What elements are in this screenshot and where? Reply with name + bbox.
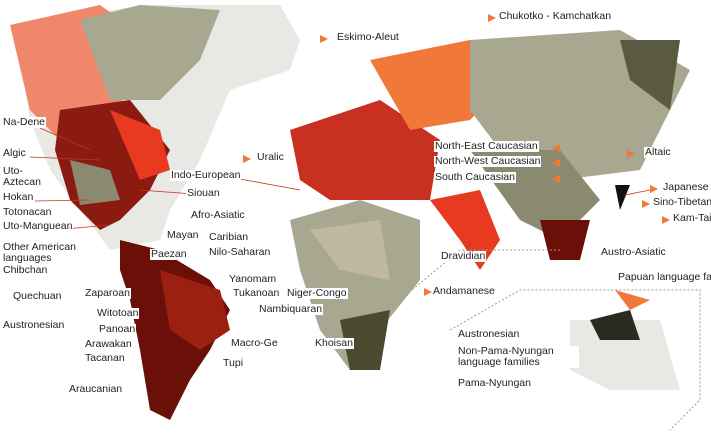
region-label: Afro-Asiatic [190, 209, 246, 221]
region-label: Pama-Nyungan [457, 377, 532, 389]
region-label: Non-Pama-Nyungan language families [457, 346, 579, 368]
land [10, 5, 690, 420]
orange-arrows [243, 14, 670, 296]
region-label: South Caucasian [434, 171, 516, 183]
region-label: Witotoan [96, 307, 140, 319]
region-label: Altaic [644, 146, 672, 158]
region-label: Sino-Tibetan [652, 197, 711, 208]
region-label: Quechuan [12, 290, 63, 302]
region-label: Andamanese [432, 285, 496, 297]
region-label: North-East Caucasian [434, 140, 539, 152]
region-label: Macro-Ge [230, 337, 279, 349]
region-label: Austro-Asiatic [600, 246, 667, 258]
region-label: Uralic [256, 151, 285, 163]
region-label: Zaparoan [84, 287, 131, 299]
region-label: Austronesian [2, 319, 66, 331]
region-label: Tacanan [84, 352, 126, 364]
region-label: Algic [2, 147, 27, 159]
region-label: Siouan [186, 187, 221, 199]
region-label: Dravidian [440, 250, 487, 262]
region-label: Uto-Manguean [2, 220, 74, 232]
region-label: Papuan language families [617, 272, 711, 283]
region-label: Khoisan [314, 337, 354, 349]
region-label: Japanese [662, 181, 710, 193]
region-label: Niger-Congo [286, 287, 348, 299]
region-label: Uto-Aztecan [2, 166, 50, 188]
region-label: Kam-Tai [672, 212, 711, 224]
dotted-frames [399, 249, 701, 431]
region-label: Araucanian [68, 383, 124, 395]
region-label: Nambiquaran [258, 303, 324, 315]
region-label: Totonacan [2, 206, 53, 218]
region-label: Tukanoan [232, 287, 281, 299]
region-label: Paezan [150, 248, 188, 260]
region-label: Tupi [222, 357, 245, 369]
region-label: Chukotko - Kamchatkan [498, 10, 613, 22]
region-label: Panoan [98, 323, 137, 335]
region-label: Nilo-Saharan [208, 246, 272, 258]
region-label: Austronesian [457, 328, 521, 340]
region-label: Caribian [208, 231, 250, 243]
region-label: Eskimo-Aleut [336, 31, 400, 43]
region-label: Hokan [2, 191, 35, 203]
region-label: North-West Caucasian [434, 155, 542, 167]
region-label: Na-Dene [2, 116, 47, 128]
region-label: Yanomam [228, 273, 278, 285]
region-label: Other American languages [2, 242, 84, 264]
region-label: Arawakan [84, 338, 133, 350]
region-label: Indo-European [170, 169, 242, 181]
region-label: Mayan [166, 229, 200, 241]
region-label: Chibchan [2, 264, 49, 276]
